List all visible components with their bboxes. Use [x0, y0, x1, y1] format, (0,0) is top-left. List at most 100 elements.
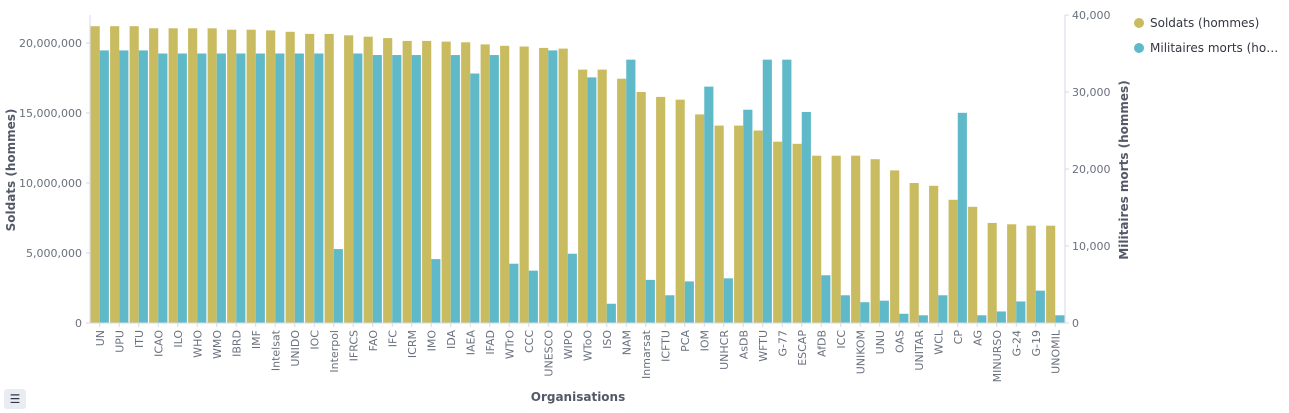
- bar-militaires-morts-ccc[interactable]: [528, 270, 538, 323]
- bar-soldats-g-19[interactable]: [1026, 225, 1036, 323]
- bar-soldats-wipo[interactable]: [558, 48, 568, 323]
- bar-soldats-ccc[interactable]: [519, 46, 529, 324]
- bar-soldats-ifc[interactable]: [383, 38, 393, 323]
- bar-militaires-morts-wtoo[interactable]: [587, 77, 597, 324]
- bar-militaires-morts-un[interactable]: [99, 50, 109, 324]
- bar-militaires-morts-afdb[interactable]: [821, 275, 831, 323]
- bar-militaires-morts-g-77[interactable]: [782, 59, 792, 323]
- bar-soldats-wmo[interactable]: [207, 28, 217, 324]
- bar-militaires-morts-icc[interactable]: [840, 295, 850, 323]
- bar-soldats-unomil[interactable]: [1046, 225, 1056, 323]
- bar-militaires-morts-intelsat[interactable]: [275, 53, 285, 324]
- bar-soldats-interpol[interactable]: [324, 33, 334, 324]
- bar-militaires-morts-cp[interactable]: [957, 112, 967, 323]
- bar-militaires-morts-fao[interactable]: [372, 55, 382, 323]
- bar-militaires-morts-nam[interactable]: [626, 59, 636, 323]
- legend-item-soldats[interactable]: Soldats (hommes): [1134, 10, 1282, 35]
- bar-militaires-morts-unitar[interactable]: [918, 315, 928, 323]
- bar-militaires-morts-ifad[interactable]: [489, 55, 499, 323]
- bar-soldats-ifrcs[interactable]: [344, 35, 354, 324]
- bar-militaires-morts-iaea[interactable]: [470, 73, 480, 324]
- bar-soldats-ilo[interactable]: [168, 28, 178, 324]
- bar-soldats-wtoo[interactable]: [578, 69, 588, 323]
- bar-militaires-morts-ibrd[interactable]: [236, 53, 246, 324]
- bar-soldats-wcl[interactable]: [929, 185, 939, 323]
- bar-militaires-morts-wcl[interactable]: [938, 295, 948, 323]
- bar-soldats-un[interactable]: [90, 26, 100, 323]
- bar-soldats-oas[interactable]: [890, 170, 900, 323]
- bar-militaires-morts-g-24[interactable]: [1016, 301, 1026, 323]
- bar-militaires-morts-wmo[interactable]: [216, 53, 226, 324]
- bar-militaires-morts-escap[interactable]: [801, 112, 811, 324]
- bar-militaires-morts-unomil[interactable]: [1055, 315, 1065, 323]
- bar-soldats-unu[interactable]: [870, 159, 880, 323]
- bar-militaires-morts-ioc[interactable]: [314, 53, 324, 324]
- bar-militaires-morts-itu[interactable]: [138, 50, 148, 324]
- bar-soldats-unikom[interactable]: [851, 155, 861, 323]
- bar-soldats-g-24[interactable]: [1007, 224, 1017, 323]
- bar-soldats-icrm[interactable]: [402, 40, 412, 324]
- bar-soldats-pca[interactable]: [675, 99, 685, 323]
- bar-militaires-morts-pca[interactable]: [684, 281, 694, 323]
- bar-militaires-morts-minurso[interactable]: [996, 311, 1006, 323]
- bar-militaires-morts-wtro[interactable]: [509, 263, 519, 323]
- legend-item-militaires-morts[interactable]: Militaires morts (hom...: [1134, 35, 1282, 60]
- bar-soldats-icao[interactable]: [149, 28, 159, 324]
- bar-soldats-afdb[interactable]: [812, 155, 822, 323]
- bar-soldats-nam[interactable]: [617, 78, 627, 323]
- bar-militaires-morts-oas[interactable]: [899, 313, 909, 323]
- bar-militaires-morts-g-19[interactable]: [1035, 290, 1045, 323]
- bar-soldats-who[interactable]: [188, 28, 198, 324]
- bar-militaires-morts-unikom[interactable]: [860, 302, 870, 323]
- bar-militaires-morts-iom[interactable]: [704, 86, 714, 323]
- bar-soldats-intelsat[interactable]: [266, 30, 276, 324]
- bar-militaires-morts-ida[interactable]: [450, 55, 460, 323]
- bar-soldats-wtro[interactable]: [500, 45, 510, 324]
- bar-soldats-unido[interactable]: [285, 31, 295, 324]
- bar-soldats-imo[interactable]: [422, 40, 432, 324]
- bar-militaires-morts-imf[interactable]: [255, 53, 265, 324]
- bar-soldats-minurso[interactable]: [987, 222, 997, 323]
- bar-soldats-inmarsat[interactable]: [636, 92, 646, 323]
- bar-militaires-morts-icftu[interactable]: [665, 295, 675, 323]
- bar-soldats-ag[interactable]: [968, 206, 978, 323]
- bar-soldats-ioc[interactable]: [305, 33, 315, 324]
- bar-militaires-morts-unhcr[interactable]: [723, 278, 733, 323]
- bar-militaires-morts-unido[interactable]: [294, 53, 304, 324]
- bar-militaires-morts-unu[interactable]: [879, 300, 889, 323]
- bar-militaires-morts-ilo[interactable]: [177, 53, 187, 324]
- bar-soldats-asdb[interactable]: [734, 125, 744, 323]
- bar-soldats-fao[interactable]: [363, 36, 373, 323]
- bar-militaires-morts-icrm[interactable]: [411, 55, 421, 323]
- bar-soldats-ibrd[interactable]: [227, 29, 237, 323]
- bar-soldats-unesco[interactable]: [539, 47, 549, 324]
- bar-soldats-unhcr[interactable]: [714, 125, 724, 323]
- bar-militaires-morts-inmarsat[interactable]: [645, 279, 655, 323]
- bar-soldats-upu[interactable]: [110, 26, 120, 323]
- bar-soldats-ifad[interactable]: [480, 44, 490, 324]
- bar-militaires-morts-wipo[interactable]: [567, 253, 577, 323]
- bar-soldats-iaea[interactable]: [461, 42, 471, 324]
- bar-soldats-escap[interactable]: [792, 143, 802, 323]
- bar-soldats-unitar[interactable]: [909, 183, 919, 323]
- bar-militaires-morts-interpol[interactable]: [333, 249, 343, 323]
- bar-soldats-ida[interactable]: [441, 41, 451, 323]
- bar-militaires-morts-asdb[interactable]: [743, 109, 753, 324]
- bar-soldats-g-77[interactable]: [773, 141, 783, 323]
- bar-soldats-icc[interactable]: [831, 155, 841, 323]
- bar-militaires-morts-ifrcs[interactable]: [353, 53, 363, 324]
- bar-militaires-morts-wftu[interactable]: [762, 59, 772, 323]
- bar-soldats-cp[interactable]: [948, 199, 958, 323]
- bar-militaires-morts-ifc[interactable]: [392, 55, 402, 323]
- bar-militaires-morts-unesco[interactable]: [548, 50, 558, 324]
- bar-militaires-morts-iso[interactable]: [606, 303, 616, 323]
- bar-militaires-morts-ag[interactable]: [977, 315, 987, 323]
- bar-soldats-icftu[interactable]: [656, 96, 666, 324]
- legend-toggle-button[interactable]: ☰: [4, 389, 26, 409]
- bar-soldats-imf[interactable]: [246, 29, 256, 323]
- bar-soldats-itu[interactable]: [129, 26, 139, 323]
- bar-soldats-iso[interactable]: [597, 69, 607, 323]
- bar-militaires-morts-icao[interactable]: [158, 53, 168, 324]
- bar-militaires-morts-upu[interactable]: [119, 50, 129, 324]
- bar-soldats-wftu[interactable]: [753, 130, 763, 324]
